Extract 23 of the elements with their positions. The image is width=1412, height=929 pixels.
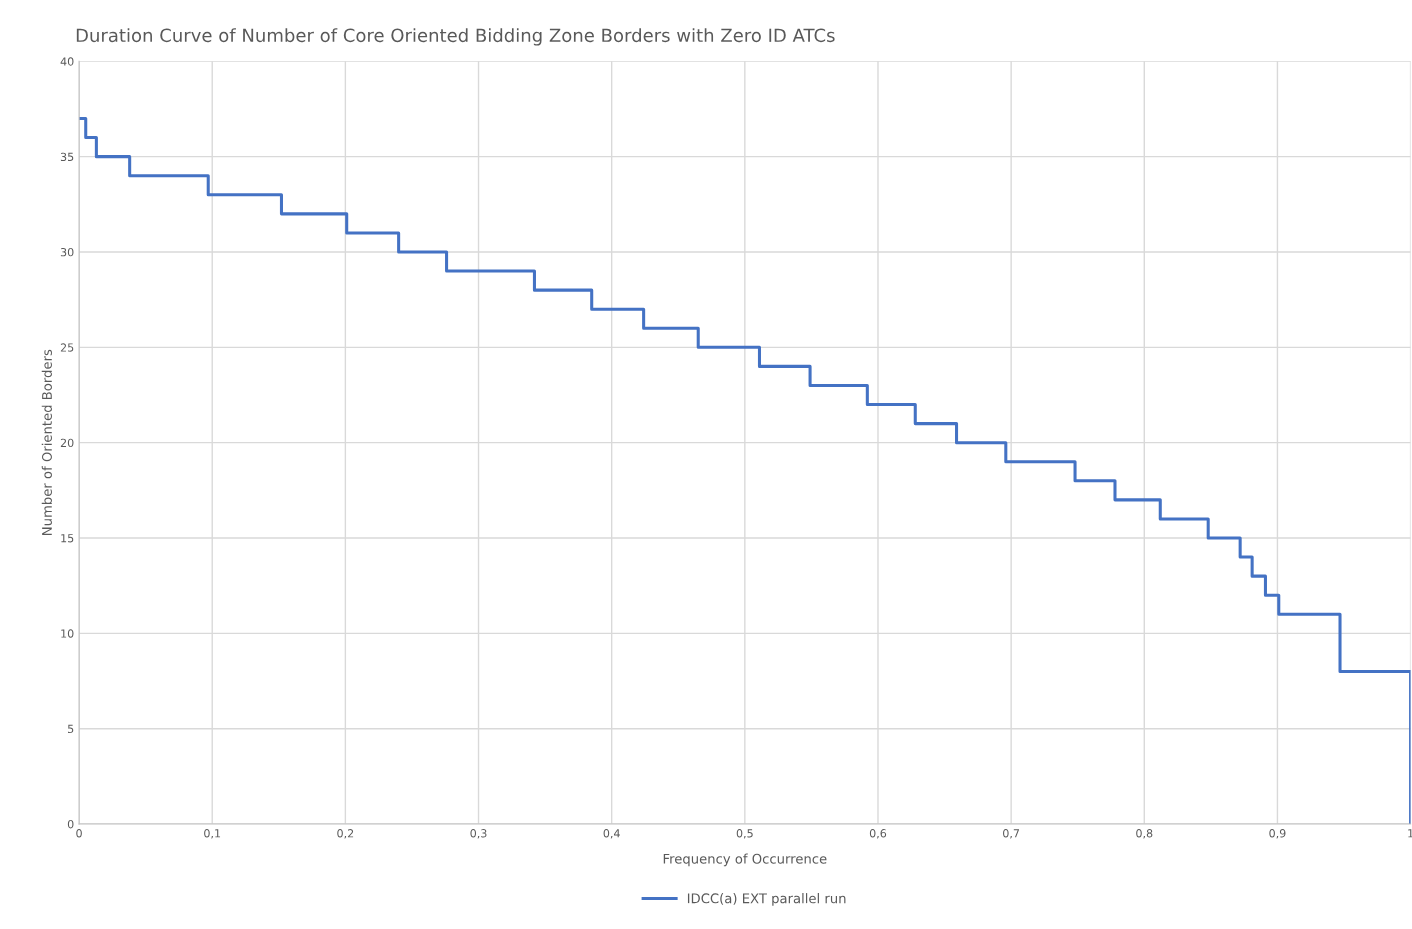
y-tick-label: 35 [60, 152, 74, 162]
y-tick-label: 15 [61, 534, 74, 543]
x-tick-label: 0,9 [1269, 829, 1286, 839]
y-tick-label: 25 [60, 343, 74, 352]
x-tick-label: 0,2 [337, 829, 354, 839]
y-tick-label: 40 [60, 57, 74, 66]
x-tick-label: 0,5 [736, 829, 753, 839]
x-tick-label: 0,1 [204, 829, 221, 839]
legend-label: IDCC(a) EXT parallel run [687, 893, 846, 906]
y-tick-label: 20 [60, 438, 74, 448]
x-tick-label: 0,6 [869, 829, 887, 839]
y-tick-label: 0 [67, 820, 74, 829]
x-axis-title: Frequency of Occurrence [663, 853, 827, 867]
x-tick-label: 0 [76, 829, 82, 838]
y-axis-title: Number of Oriented Borders [41, 349, 52, 535]
y-tick-label: 5 [68, 724, 74, 734]
y-tick-label: 30 [60, 247, 74, 257]
x-tick-label: 0,7 [1003, 829, 1020, 839]
y-tick-label: 10 [61, 629, 74, 638]
x-tick-label: 0,8 [1136, 829, 1153, 839]
chart-title: Duration Curve of Number of Core Oriented Bidding Zone Borders with Zero ID ATCs [76, 28, 835, 46]
x-tick-label: 0,4 [603, 829, 620, 839]
x-tick-label: 0,3 [470, 829, 487, 839]
